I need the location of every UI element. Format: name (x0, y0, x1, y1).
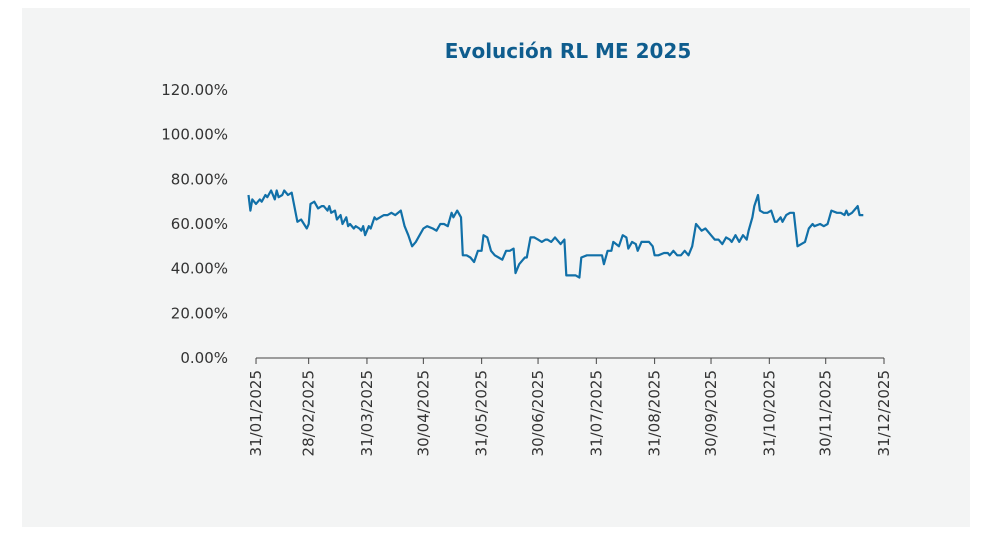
y-tick-label: 40.00% (171, 260, 228, 278)
x-tick-label: 30/09/2025 (702, 370, 720, 456)
x-tick-label: 31/01/2025 (247, 370, 265, 456)
x-tick-label: 31/07/2025 (587, 370, 605, 456)
x-tick-label: 31/10/2025 (760, 370, 778, 456)
data-line (247, 189, 864, 279)
y-tick-label: 0.00% (180, 349, 228, 367)
x-tick-label: 31/08/2025 (646, 370, 664, 456)
y-tick-label: 20.00% (171, 304, 228, 322)
chart-title: Evolución RL ME 2025 (445, 39, 691, 63)
x-tick-label: 31/12/2025 (875, 370, 893, 456)
y-tick-label: 100.00% (161, 126, 228, 144)
y-tick-label: 60.00% (171, 215, 228, 233)
y-tick-label: 120.00% (161, 81, 228, 99)
x-tick-label: 30/11/2025 (817, 370, 835, 456)
x-tick-label: 28/02/2025 (300, 370, 318, 456)
x-tick-label: 30/04/2025 (414, 370, 432, 456)
y-tick-label: 80.00% (171, 170, 228, 188)
x-tick-label: 31/03/2025 (358, 370, 376, 456)
x-tick-label: 31/05/2025 (473, 370, 491, 456)
x-tick-label: 30/06/2025 (529, 370, 547, 456)
chart-background (22, 8, 970, 527)
